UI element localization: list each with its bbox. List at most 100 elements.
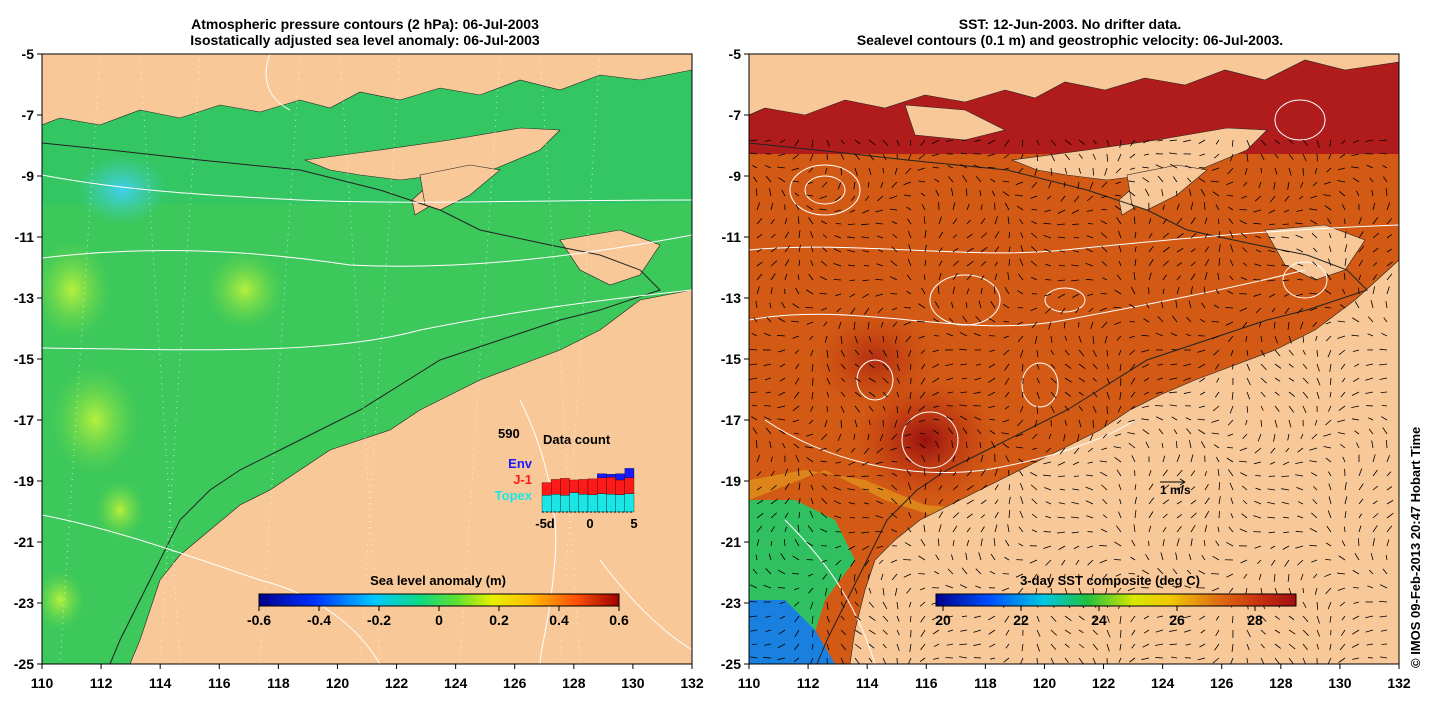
velocity-arrow — [931, 153, 940, 157]
velocity-arrow — [980, 499, 987, 505]
velocity-arrow — [1160, 552, 1164, 561]
data-count-bar — [541, 495, 552, 513]
velocity-arrow — [1092, 391, 1098, 398]
velocity-arrow — [1302, 405, 1307, 413]
velocity-arrow — [961, 567, 968, 575]
velocity-arrow — [988, 317, 996, 323]
velocity-arrow — [778, 153, 786, 157]
velocity-arrow — [966, 274, 972, 281]
velocity-arrow — [849, 293, 856, 298]
x-tick-label: 112 — [90, 675, 113, 691]
velocity-arrow — [1085, 248, 1094, 253]
velocity-arrow — [1064, 391, 1072, 397]
velocity-arrow — [1004, 556, 1010, 561]
velocity-arrow — [1101, 208, 1108, 211]
velocity-arrow — [1145, 441, 1150, 449]
velocity-arrow — [1100, 232, 1108, 239]
velocity-arrow — [959, 643, 968, 646]
velocity-arrow — [795, 204, 800, 211]
velocity-arrow — [1002, 419, 1010, 423]
velocity-arrow — [840, 629, 847, 635]
sla-isobath — [42, 142, 661, 664]
velocity-arrow — [1106, 363, 1110, 370]
velocity-arrow — [1092, 643, 1099, 651]
velocity-arrow — [1063, 321, 1066, 329]
velocity-arrow — [989, 657, 996, 660]
sst-colorbar: 3-day SST composite (deg C) 20 22 24 26 28 — [935, 573, 1297, 628]
velocity-arrow — [1271, 307, 1276, 313]
velocity-arrow — [1199, 377, 1206, 383]
velocity-arrow — [770, 498, 778, 505]
velocity-arrow — [822, 234, 828, 239]
velocity-arrow — [756, 273, 763, 281]
velocity-arrow — [1197, 349, 1206, 353]
velocity-arrow — [1244, 167, 1248, 175]
velocity-arrow — [1297, 501, 1304, 505]
velocity-arrow — [1329, 377, 1332, 385]
velocity-arrow — [882, 391, 888, 398]
velocity-arrow — [1087, 447, 1094, 453]
velocity-arrow — [979, 190, 982, 197]
velocity-arrow — [877, 487, 884, 491]
velocity-arrow — [1063, 433, 1066, 442]
velocity-arrow — [952, 455, 956, 463]
velocity-arrow — [952, 540, 955, 547]
velocity-arrow — [1092, 615, 1097, 621]
velocity-arrow — [1254, 500, 1262, 505]
velocity-arrow — [1309, 447, 1318, 451]
velocity-arrow — [1385, 188, 1388, 197]
velocity-arrow — [1099, 460, 1108, 463]
velocity-arrow — [920, 629, 926, 638]
velocity-arrow — [903, 559, 912, 561]
velocity-arrow — [1116, 419, 1122, 424]
velocity-arrow — [1287, 321, 1290, 330]
velocity-arrow — [1131, 539, 1136, 547]
velocity-arrow — [1215, 288, 1220, 295]
velocity-arrow — [1118, 245, 1122, 253]
velocity-arrow — [1059, 488, 1066, 491]
velocity-arrow — [794, 538, 800, 547]
velocity-arrow — [1078, 419, 1082, 428]
velocity-arrow — [811, 615, 814, 624]
velocity-arrow — [1089, 181, 1094, 190]
velocity-arrow — [1260, 139, 1267, 147]
velocity-arrow — [1072, 293, 1080, 298]
data-count-bar — [541, 482, 552, 496]
velocity-arrow — [755, 188, 758, 197]
velocity-arrow — [1048, 433, 1052, 440]
velocity-arrow — [1324, 205, 1332, 211]
velocity-arrow — [1044, 487, 1052, 491]
velocity-arrow — [795, 363, 800, 370]
velocity-arrow — [919, 391, 926, 399]
velocity-arrow — [765, 568, 772, 575]
velocity-arrow — [1379, 139, 1388, 142]
velocity-arrow — [1281, 501, 1290, 505]
velocity-arrow — [1316, 363, 1320, 372]
velocity-arrow — [1075, 307, 1080, 314]
velocity-arrow — [1204, 272, 1208, 281]
velocity-arrow — [1059, 447, 1066, 455]
velocity-arrow — [1143, 615, 1150, 620]
data-count-bar — [597, 477, 607, 494]
velocity-arrow — [1288, 615, 1295, 621]
velocity-arrow — [1246, 391, 1251, 400]
velocity-arrow — [806, 289, 814, 295]
velocity-arrow — [1129, 657, 1136, 663]
velocity-arrow — [1337, 180, 1346, 183]
velocity-arrow — [849, 209, 856, 213]
colorbar-tick-label: 0.6 — [609, 612, 629, 628]
velocity-arrow — [1031, 529, 1038, 533]
velocity-arrow — [1260, 363, 1267, 371]
velocity-arrow — [966, 247, 974, 253]
velocity-arrow — [794, 139, 800, 147]
velocity-arrow — [931, 139, 940, 145]
velocity-arrow — [896, 629, 900, 636]
velocity-arrow — [821, 260, 828, 267]
velocity-arrow — [918, 555, 926, 561]
velocity-arrow — [1297, 559, 1304, 566]
velocity-arrow — [1230, 657, 1234, 664]
velocity-arrow — [1048, 573, 1052, 581]
velocity-arrow — [896, 377, 900, 384]
velocity-arrow — [764, 377, 772, 381]
velocity-arrow — [798, 230, 801, 239]
